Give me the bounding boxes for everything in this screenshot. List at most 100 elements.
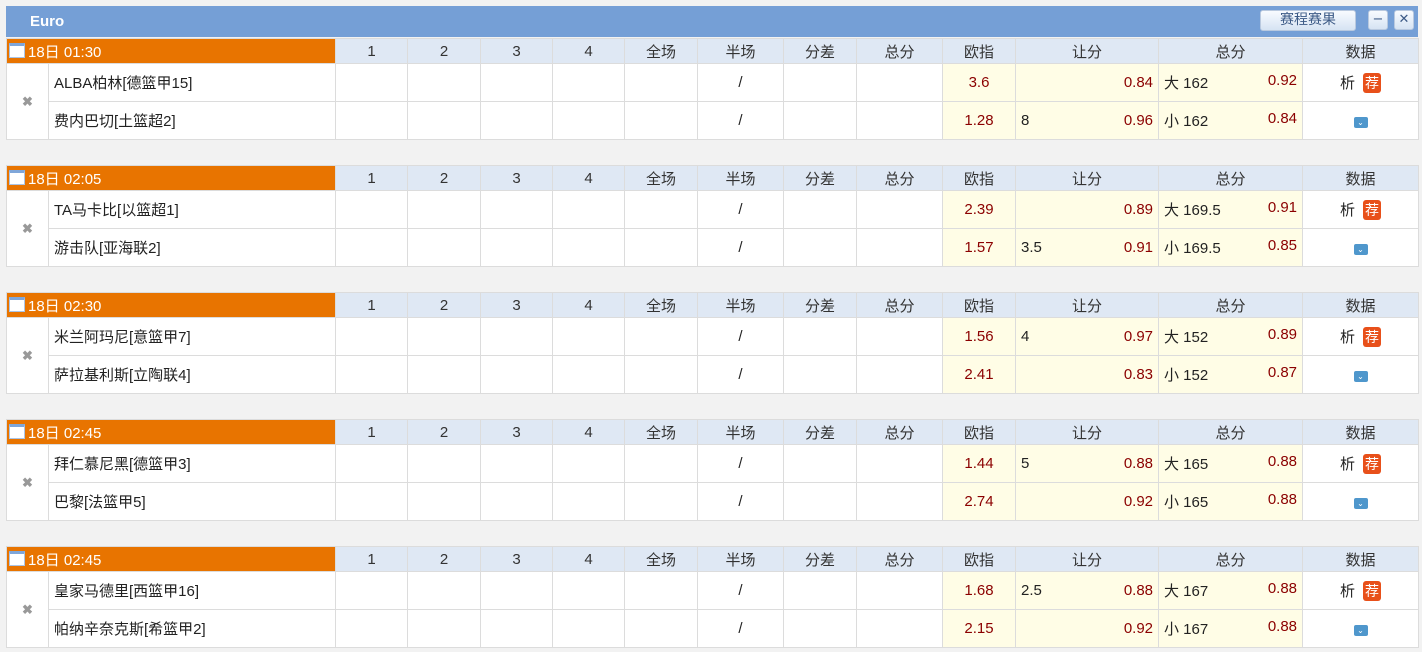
expand-chevron-icon[interactable]: ⌄ <box>1353 371 1368 382</box>
total-points-cell: 小 152 0.87 <box>1158 355 1304 394</box>
team-row: ✖ 拜仁慕尼黑[德篮甲3]/1.44 5 0.88 大 165 0.88 析荐 <box>6 444 1420 521</box>
team-name[interactable]: 米兰阿玛尼[意篮甲7] <box>47 317 337 356</box>
column-header: 半场 <box>697 38 785 64</box>
team-name[interactable]: 萨拉基利斯[立陶联4] <box>47 355 337 394</box>
remove-match-icon[interactable]: ✖ <box>6 444 49 521</box>
block-spacer <box>6 394 1418 418</box>
calendar-icon <box>9 169 25 185</box>
team-row: 游击队[亚海联2] / 1.57 3.5 0.91 小 169.5 0.85 ⌄ <box>7 228 1420 267</box>
score-cell <box>552 355 626 394</box>
team-row: 萨拉基利斯[立陶联4] / 2.41 0.83 小 152 0.87 ⌄ <box>7 355 1420 394</box>
score-cell <box>480 317 554 356</box>
data-cell: 析荐 <box>1302 317 1420 356</box>
euro-league-panel: Euro 赛程赛果 − ✕ 18日 01:30 1 2 3 4 全场 半场 分差 总分 欧指 让分总… <box>5 6 1420 648</box>
remove-match-icon[interactable]: ✖ <box>6 571 49 648</box>
team-name[interactable]: 费内巴切[土篮超2] <box>47 101 337 140</box>
score-cell <box>552 444 626 483</box>
expand-chevron-icon[interactable]: ⌄ <box>1353 498 1368 509</box>
total-odds: 0.87 <box>1267 364 1298 381</box>
column-header: 全场 <box>624 292 699 318</box>
total-points-cell: 小 167 0.88 <box>1158 609 1304 648</box>
analysis-link[interactable]: 析 <box>1340 75 1356 92</box>
recommend-badge[interactable]: 荐 <box>1363 200 1382 220</box>
minimize-button[interactable]: − <box>1368 10 1388 30</box>
analysis-link[interactable]: 析 <box>1340 583 1356 600</box>
column-header: 4 <box>552 165 626 191</box>
total-line: 大 167 <box>1164 583 1209 600</box>
diff-cell <box>783 444 858 483</box>
half-score: / <box>697 317 785 356</box>
calendar-icon <box>9 423 25 439</box>
score-cell <box>552 63 626 102</box>
analysis-link[interactable]: 析 <box>1340 456 1356 473</box>
score-cell <box>407 228 482 267</box>
column-header: 4 <box>552 546 626 572</box>
column-header: 4 <box>552 292 626 318</box>
handicap-cell: 8 0.96 <box>1015 101 1160 140</box>
column-header: 3 <box>480 292 554 318</box>
column-header: 4 <box>552 38 626 64</box>
column-header: 让分 <box>1015 38 1160 64</box>
total-odds: 0.88 <box>1267 453 1298 470</box>
euro-odds: 1.56 <box>942 317 1017 356</box>
data-cell: ⌄ <box>1302 101 1420 140</box>
total-points-cell: 大 167 0.88 <box>1158 571 1304 610</box>
match-time: 18日 01:30 <box>5 38 337 64</box>
remove-match-icon[interactable]: ✖ <box>6 63 49 140</box>
score-cell <box>552 101 626 140</box>
total-cell <box>856 190 944 229</box>
score-cell <box>552 228 626 267</box>
remove-match-icon[interactable]: ✖ <box>6 317 49 394</box>
recommend-badge[interactable]: 荐 <box>1363 454 1382 474</box>
match-block: 18日 02:05 1 2 3 4 全场 半场 分差 总分 欧指 让分 总分 数据 ✖ TA马卡比[以篮超1… <box>5 165 1420 291</box>
schedule-results-button[interactable]: 赛程赛果 <box>1260 10 1356 31</box>
total-cell <box>856 444 944 483</box>
match-block: 18日 01:30 1 2 3 4 全场 半场 分差 总分 欧指 让分 总分 数据 ✖ ALBA柏林[德篮甲… <box>5 38 1420 164</box>
euro-odds: 1.28 <box>942 101 1017 140</box>
handicap-odds: 0.92 <box>1123 493 1154 510</box>
euro-odds: 1.68 <box>942 571 1017 610</box>
recommend-badge[interactable]: 荐 <box>1363 73 1382 93</box>
close-button[interactable]: ✕ <box>1394 10 1414 30</box>
remove-match-icon[interactable]: ✖ <box>6 190 49 267</box>
column-header: 让分 <box>1015 419 1160 445</box>
analysis-link[interactable]: 析 <box>1340 202 1356 219</box>
score-cell <box>335 482 409 521</box>
total-line: 小 165 <box>1164 494 1209 511</box>
expand-chevron-icon[interactable]: ⌄ <box>1353 244 1368 255</box>
team-name[interactable]: TA马卡比[以篮超1] <box>47 190 337 229</box>
expand-chevron-icon[interactable]: ⌄ <box>1353 625 1368 636</box>
column-header: 数据 <box>1302 546 1420 572</box>
team-row: 费内巴切[土篮超2]/1.28 8 0.96 小 162 0.84 ⌄ <box>7 101 1420 140</box>
column-header: 总分 <box>856 419 944 445</box>
column-header: 分差 <box>783 292 858 318</box>
team-row: ✖ 皇家马德里[西篮甲16]/1.68 2.5 0.88 大 167 0.88 析荐 <box>6 571 1420 648</box>
team-name[interactable]: 皇家马德里[西篮甲16] <box>47 571 337 610</box>
score-cell <box>407 190 482 229</box>
team-name[interactable]: 拜仁慕尼黑[德篮甲3] <box>47 444 337 483</box>
score-cell <box>480 228 554 267</box>
diff-cell <box>783 482 858 521</box>
recommend-badge[interactable]: 荐 <box>1363 327 1382 347</box>
team-name[interactable]: ALBA柏林[德篮甲15] <box>47 63 337 102</box>
team-name[interactable]: 巴黎[法篮甲5] <box>47 482 337 521</box>
handicap-line: 8 <box>1021 112 1030 129</box>
analysis-link[interactable]: 析 <box>1340 329 1356 346</box>
recommend-badge[interactable]: 荐 <box>1363 581 1382 601</box>
handicap-cell: 4 0.97 <box>1015 317 1160 356</box>
score-cell <box>624 317 699 356</box>
total-line: 小 152 <box>1164 367 1209 384</box>
expand-chevron-icon[interactable]: ⌄ <box>1353 117 1368 128</box>
score-cell <box>335 317 409 356</box>
total-odds: 0.85 <box>1267 237 1298 254</box>
team-name[interactable]: 帕纳辛奈克斯[希篮甲2] <box>47 609 337 648</box>
column-header: 1 <box>335 165 409 191</box>
total-cell <box>856 63 944 102</box>
handicap-odds: 0.83 <box>1123 366 1154 383</box>
handicap-cell: 0.92 <box>1015 482 1160 521</box>
total-points-cell: 大 165 0.88 <box>1158 444 1304 483</box>
euro-odds: 1.57 <box>942 228 1017 267</box>
score-cell <box>407 355 482 394</box>
data-cell: ⌄ <box>1302 482 1420 521</box>
team-name[interactable]: 游击队[亚海联2] <box>47 228 337 267</box>
